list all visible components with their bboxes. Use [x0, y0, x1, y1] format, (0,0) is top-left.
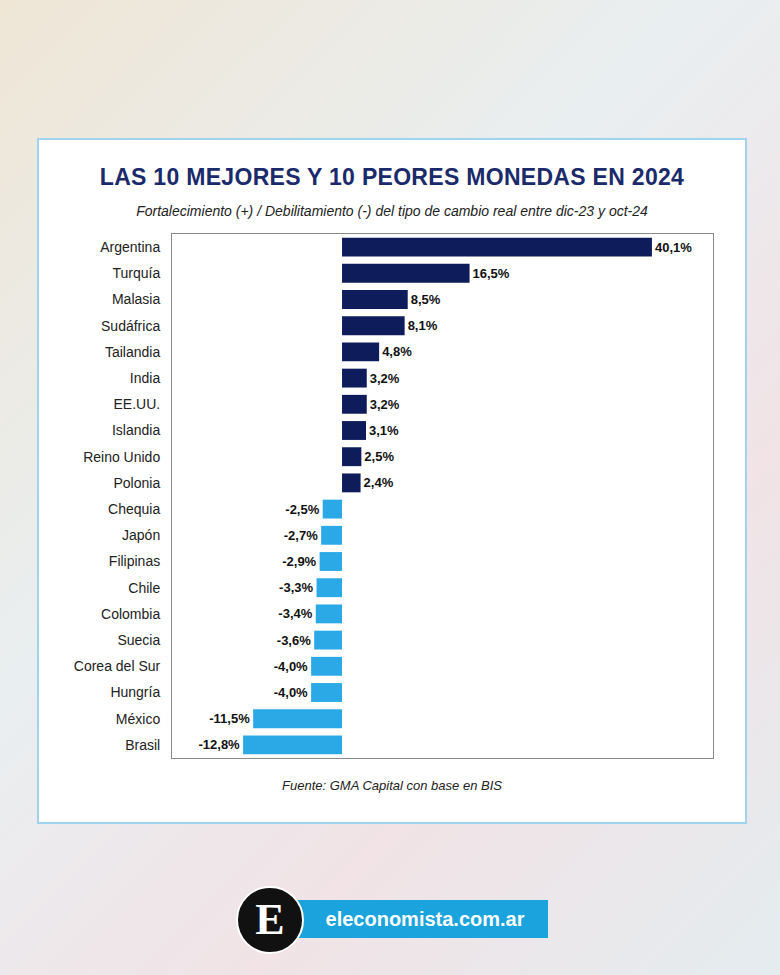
svg-text:Argentina: Argentina	[100, 239, 160, 255]
html-text:LAS 10 MEJORES Y 10 PEORES MON: LAS 10 MEJORES Y 10 PEORES MONEDAS EN 20…	[99, 164, 685, 190]
svg-text:Japón: Japón	[122, 527, 160, 543]
svg-text:2,4%: 2,4%	[364, 475, 394, 490]
svg-text:-3,6%: -3,6%	[277, 633, 311, 648]
svg-text:Hungría: Hungría	[110, 684, 160, 700]
svg-text:Brasil: Brasil	[125, 737, 160, 753]
svg-text:-2,7%: -2,7%	[284, 528, 318, 543]
svg-text:4,8%: 4,8%	[382, 344, 412, 359]
svg-text:EE.UU.: EE.UU.	[114, 396, 161, 412]
html-text:eleconomista.com.ar: eleconomista.com.ar	[325, 908, 525, 930]
svg-text:8,5%: 8,5%	[411, 292, 441, 307]
svg-text:Corea del Sur: Corea del Sur	[74, 658, 161, 674]
svg-text:Suecia: Suecia	[117, 632, 160, 648]
svg-text:16,5%: 16,5%	[473, 266, 510, 281]
svg-text:Polonia: Polonia	[113, 475, 160, 491]
svg-text:Chequia: Chequia	[108, 501, 160, 517]
svg-text:Malasia: Malasia	[112, 291, 160, 307]
svg-text:2,5%: 2,5%	[364, 449, 394, 464]
svg-text:Islandia: Islandia	[112, 422, 160, 438]
svg-text:-3,3%: -3,3%	[279, 580, 313, 595]
svg-text:40,1%: 40,1%	[655, 240, 692, 255]
svg-text:Filipinas: Filipinas	[109, 553, 160, 569]
html-text:Fuente: GMA Capital con base e: Fuente: GMA Capital con base en BIS	[282, 778, 502, 793]
svg-text:-4,0%: -4,0%	[274, 685, 308, 700]
svg-text:-2,9%: -2,9%	[282, 554, 316, 569]
svg-text:Tailandia: Tailandia	[105, 344, 160, 360]
svg-text:8,1%: 8,1%	[408, 318, 438, 333]
html-text:E: E	[255, 895, 285, 944]
svg-text:Colombia: Colombia	[101, 606, 160, 622]
svg-text:Sudáfrica: Sudáfrica	[101, 318, 160, 334]
html-text:Fortalecimiento (+) / Debilita: Fortalecimiento (+) / Debilitamiento (-)…	[136, 203, 648, 219]
svg-text:-12,8%: -12,8%	[198, 737, 240, 752]
svg-text:3,2%: 3,2%	[370, 397, 400, 412]
svg-text:Chile: Chile	[128, 580, 160, 596]
svg-text:Reino Unido: Reino Unido	[83, 449, 160, 465]
svg-text:India: India	[130, 370, 161, 386]
svg-text:3,2%: 3,2%	[370, 371, 400, 386]
svg-text:-11,5%: -11,5%	[209, 711, 250, 726]
svg-text:-2,5%: -2,5%	[285, 502, 319, 517]
svg-text:Turquía: Turquía	[112, 265, 160, 281]
svg-text:3,1%: 3,1%	[369, 423, 399, 438]
svg-text:México: México	[116, 711, 161, 727]
svg-text:-3,4%: -3,4%	[278, 606, 312, 621]
svg-text:-4,0%: -4,0%	[274, 659, 308, 674]
